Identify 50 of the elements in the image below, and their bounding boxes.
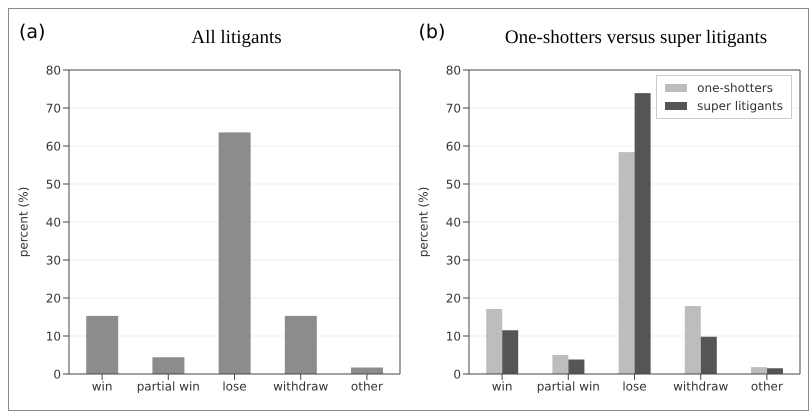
y-tick-label: 70 (445, 101, 460, 116)
bar (750, 367, 767, 374)
x-tick-label: lose (622, 380, 646, 394)
chart-title: One-shotters versus super litigants (504, 27, 768, 49)
y-tick-label: 20 (445, 291, 460, 306)
bar (552, 355, 568, 374)
bar (684, 306, 700, 374)
y-tick-label: 60 (445, 139, 460, 154)
y-tick-label: 0 (452, 367, 460, 382)
bar (502, 330, 518, 374)
y-tick-label: 50 (46, 177, 61, 192)
x-tick-label: lose (222, 380, 247, 394)
y-tick-label: 20 (46, 291, 61, 306)
y-tick-label: 80 (445, 63, 460, 78)
bar (284, 316, 317, 374)
x-tick-label: withdraw (273, 380, 328, 394)
y-tick-label: 0 (53, 367, 61, 382)
y-tick-label: 40 (445, 215, 460, 230)
x-tick-label: other (350, 380, 383, 394)
bar (568, 360, 584, 374)
y-axis-title: percent (%) (16, 186, 30, 258)
y-tick-label: 10 (46, 329, 61, 344)
y-axis-title: percent (%) (416, 186, 430, 258)
y-tick-label: 80 (46, 63, 61, 78)
bar (218, 132, 251, 374)
x-tick-label: other (750, 380, 782, 394)
y-tick-label: 70 (46, 101, 61, 116)
x-tick-label: partial win (536, 380, 600, 394)
x-tick-label: withdraw (672, 380, 728, 394)
text: (a) (19, 21, 46, 43)
bar (634, 93, 650, 374)
x-tick-label: win (92, 380, 112, 394)
legend-label: super litigants (697, 98, 783, 115)
bar (700, 336, 716, 374)
x-tick-label: win (491, 380, 512, 394)
bar (152, 357, 184, 374)
y-tick-label: 30 (46, 253, 61, 268)
y-tick-label: 30 (445, 253, 460, 268)
bar (486, 309, 502, 374)
x-tick-label: partial win (136, 380, 200, 394)
y-tick-label: 50 (445, 177, 460, 192)
y-tick-label: 60 (46, 139, 61, 154)
bar (351, 368, 384, 374)
chart-title: All litigants (190, 27, 283, 49)
y-tick-label: 40 (46, 215, 61, 230)
legend-label: one-shotters (697, 80, 773, 97)
y-tick-label: 10 (445, 329, 460, 344)
bar (86, 316, 118, 374)
text: (b) (418, 21, 446, 43)
bar (618, 152, 634, 374)
